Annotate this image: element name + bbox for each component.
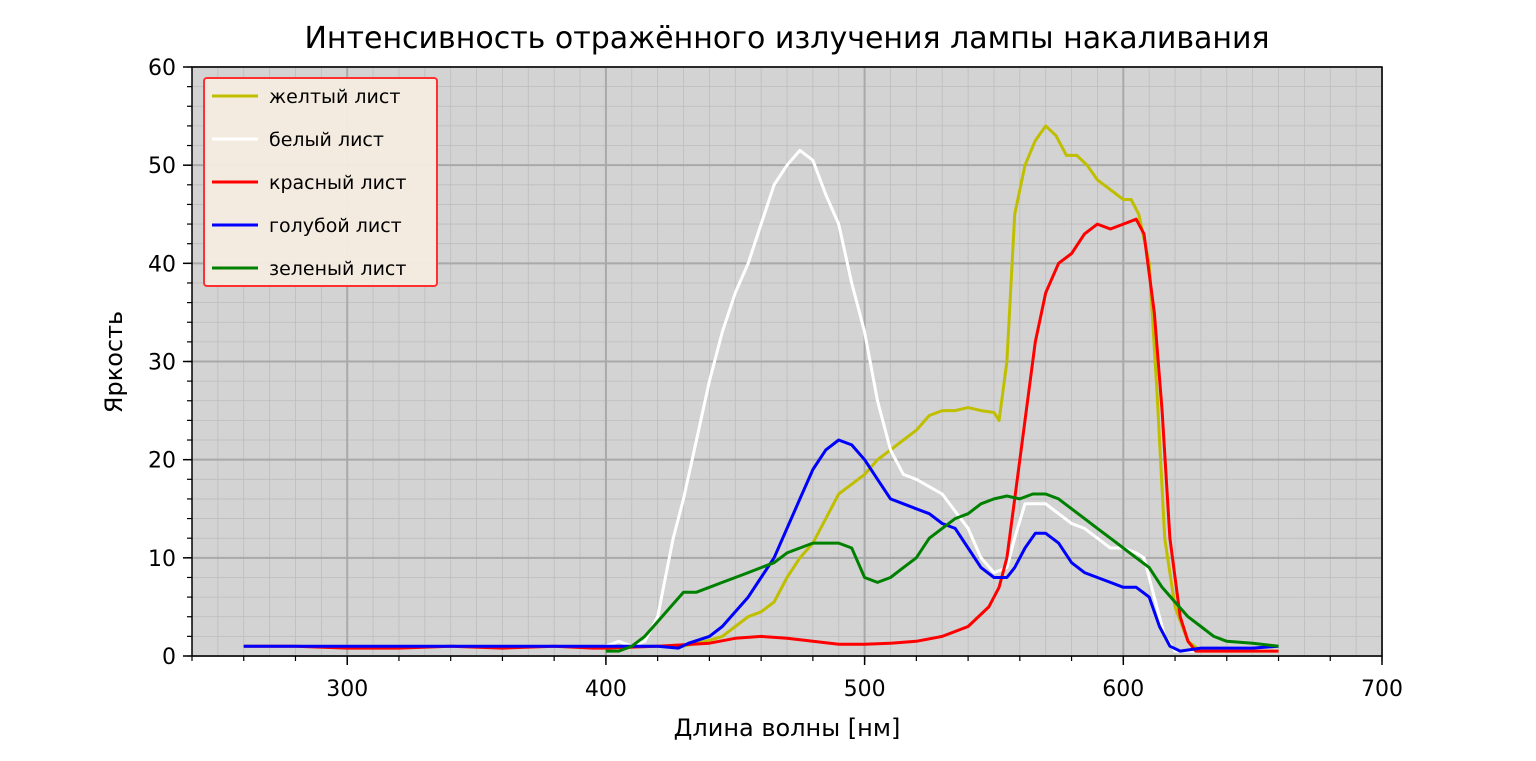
y-tick-label: 10 (148, 547, 176, 572)
x-tick-label: 600 (1102, 677, 1144, 702)
y-axis-label: Яркость (100, 311, 128, 413)
y-tick-label: 60 (148, 56, 176, 81)
y-tick-label: 30 (148, 351, 176, 376)
y-tick-label: 20 (148, 449, 176, 474)
series-line-2 (243, 148, 1279, 653)
legend-box (203, 77, 438, 287)
x-tick-label: 400 (585, 677, 627, 702)
chart-title: Интенсивность отражённого излучения ламп… (304, 21, 1269, 56)
legend: желтый лист белый лист красный лист голубой… (203, 77, 438, 287)
x-axis-ticks: 300 400 500 600 700 (191, 656, 1403, 702)
y-tick-label: 40 (148, 252, 176, 277)
x-tick-label: 300 (326, 677, 368, 702)
y-tick-label: 50 (148, 154, 176, 179)
x-tick-label: 500 (844, 677, 886, 702)
series-layer (243, 124, 1279, 653)
legend-label: красный лист (269, 172, 406, 194)
series-line-3 (243, 217, 1279, 653)
legend-label: желтый лист (269, 86, 400, 108)
y-tick-label: 0 (162, 645, 176, 670)
series-line-5 (605, 492, 1279, 653)
x-axis-label: Длина волны [нм] (674, 714, 901, 742)
legend-label: зеленый лист (269, 258, 406, 280)
series-line-1 (243, 124, 1279, 653)
legend-label: голубой лист (269, 215, 402, 237)
legend-label: белый лист (269, 129, 384, 151)
y-axis-ticks: 0 10 20 30 40 50 60 (148, 56, 192, 670)
series-line-4 (243, 438, 1279, 653)
x-tick-label: 700 (1361, 677, 1403, 702)
